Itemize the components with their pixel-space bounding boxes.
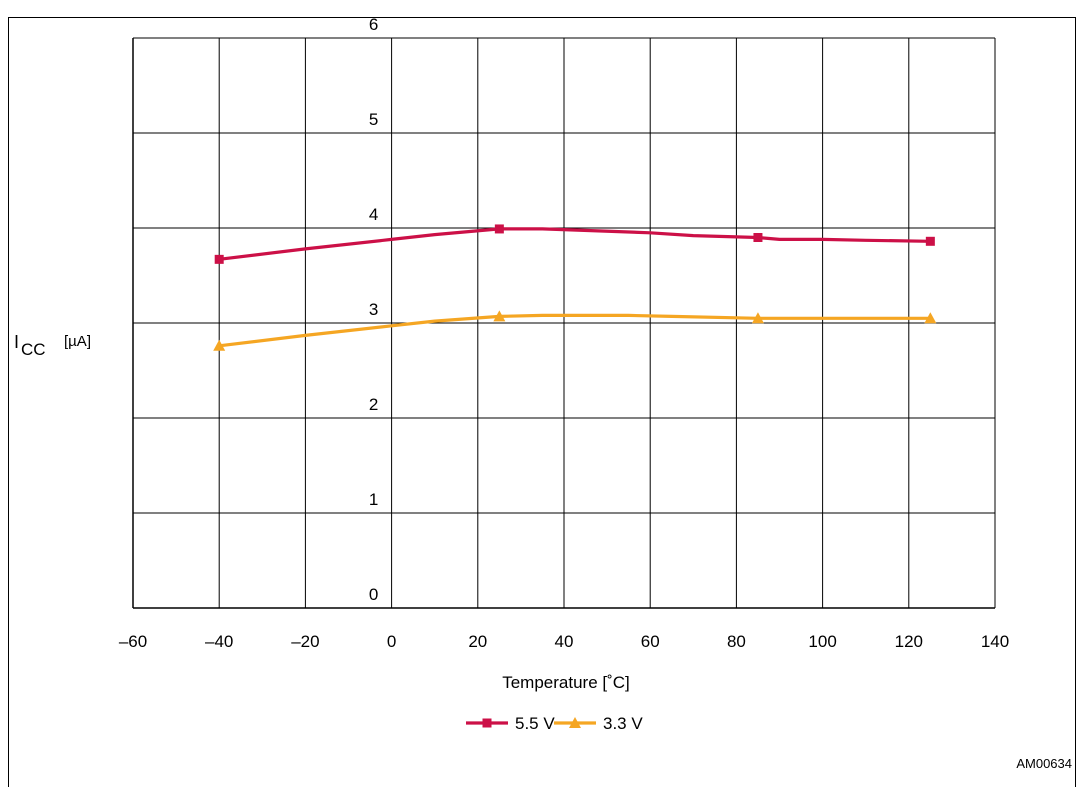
legend-swatch-marker <box>569 717 581 728</box>
y-tick-label: 6 <box>369 15 378 34</box>
data-point <box>924 312 937 324</box>
legend-swatch-marker <box>482 718 492 728</box>
data-point <box>753 233 763 242</box>
figure-frame <box>8 17 1076 787</box>
x-tick-label: 100 <box>808 632 836 651</box>
y-axis-label-unit: [µA] <box>64 333 91 350</box>
legend-label: 5.5 V <box>515 714 555 733</box>
x-tick-label: –60 <box>119 632 147 651</box>
series-lines <box>213 224 937 351</box>
x-tick-label: 0 <box>387 632 396 651</box>
legend: 5.5 V 3.3 V <box>466 714 643 733</box>
series-line-1 <box>219 313 931 348</box>
x-tick-labels: –60 –40 –20 0 20 40 60 80 100 120 140 <box>119 632 1009 651</box>
data-point <box>214 254 224 264</box>
grid-lines <box>133 37 996 608</box>
x-tick-label: 60 <box>641 632 660 651</box>
data-point <box>925 236 935 246</box>
legend-item-5v5: 5.5 V <box>466 714 555 733</box>
x-tick-label: 40 <box>555 632 574 651</box>
legend-item-3v3: 3.3 V <box>554 714 643 733</box>
x-tick-label: 80 <box>727 632 746 651</box>
data-point <box>213 339 226 351</box>
y-axis-label-sub: CC <box>21 340 46 359</box>
x-tick-label: 120 <box>895 632 923 651</box>
data-point <box>751 312 764 324</box>
y-tick-label: 5 <box>369 110 378 129</box>
x-tick-label: –40 <box>205 632 233 651</box>
data-point <box>494 224 504 234</box>
y-tick-label: 3 <box>369 300 378 319</box>
data-point <box>493 310 506 322</box>
legend-label: 3.3 V <box>603 714 643 733</box>
x-tick-label: 140 <box>981 632 1009 651</box>
x-axis-label: Temperature [˚C] <box>502 673 630 692</box>
y-axis-label-main: I <box>14 332 19 352</box>
series-line-0 <box>219 227 931 261</box>
x-tick-label: 20 <box>468 632 487 651</box>
y-tick-label: 1 <box>369 490 378 509</box>
y-axis-label: I CC [µA] <box>14 332 91 359</box>
y-tick-label: 4 <box>369 205 378 224</box>
figure-code: AM00634 <box>1016 756 1072 771</box>
axes <box>132 38 995 609</box>
y-tick-label: 0 <box>369 585 378 604</box>
y-tick-label: 2 <box>369 395 378 414</box>
x-tick-label: –20 <box>291 632 319 651</box>
y-tick-labels: 0 1 2 3 4 5 6 <box>369 15 378 604</box>
